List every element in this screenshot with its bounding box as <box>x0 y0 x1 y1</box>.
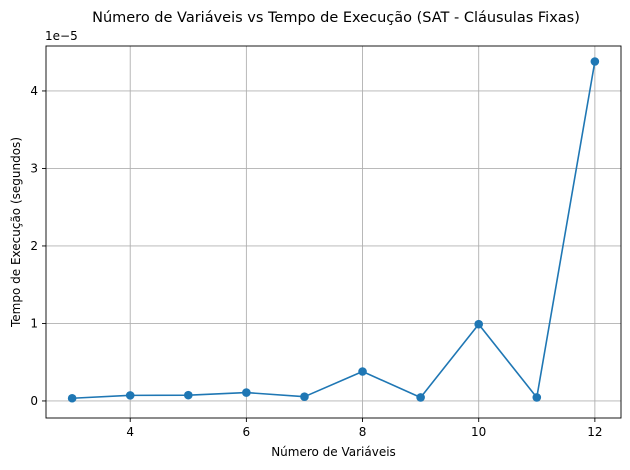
x-tick-label: 12 <box>587 425 602 439</box>
y-tick-label: 3 <box>30 161 38 175</box>
data-point <box>183 390 193 400</box>
data-point <box>67 393 77 403</box>
y-tick-label: 0 <box>30 394 38 408</box>
data-point <box>590 57 600 66</box>
y-tick-label: 4 <box>30 84 38 98</box>
x-tick-label: 8 <box>359 425 367 439</box>
data-point <box>125 391 135 400</box>
chart-title: Número de Variáveis vs Tempo de Execução… <box>92 10 580 26</box>
data-point <box>532 393 542 402</box>
series-line-layer <box>72 61 596 400</box>
data-point <box>416 393 425 402</box>
y-tick-label: 1 <box>30 316 38 330</box>
marker-layer <box>67 57 600 403</box>
y-offset-label: 1e−5 <box>45 29 78 43</box>
data-point <box>358 367 367 376</box>
x-axis-label: Número de Variáveis <box>271 445 396 459</box>
data-point <box>474 319 484 329</box>
series-line <box>72 61 596 400</box>
x-tick-label: 6 <box>243 425 251 439</box>
plot-frame <box>45 45 622 419</box>
data-point <box>300 392 309 401</box>
x-tick-label: 4 <box>126 425 134 439</box>
y-axis-label: Tempo de Execução (segundos) <box>9 137 23 328</box>
grid <box>46 46 621 418</box>
y-tick-label: 2 <box>30 239 38 253</box>
data-point <box>242 388 251 397</box>
x-tick-label: 10 <box>471 425 486 439</box>
